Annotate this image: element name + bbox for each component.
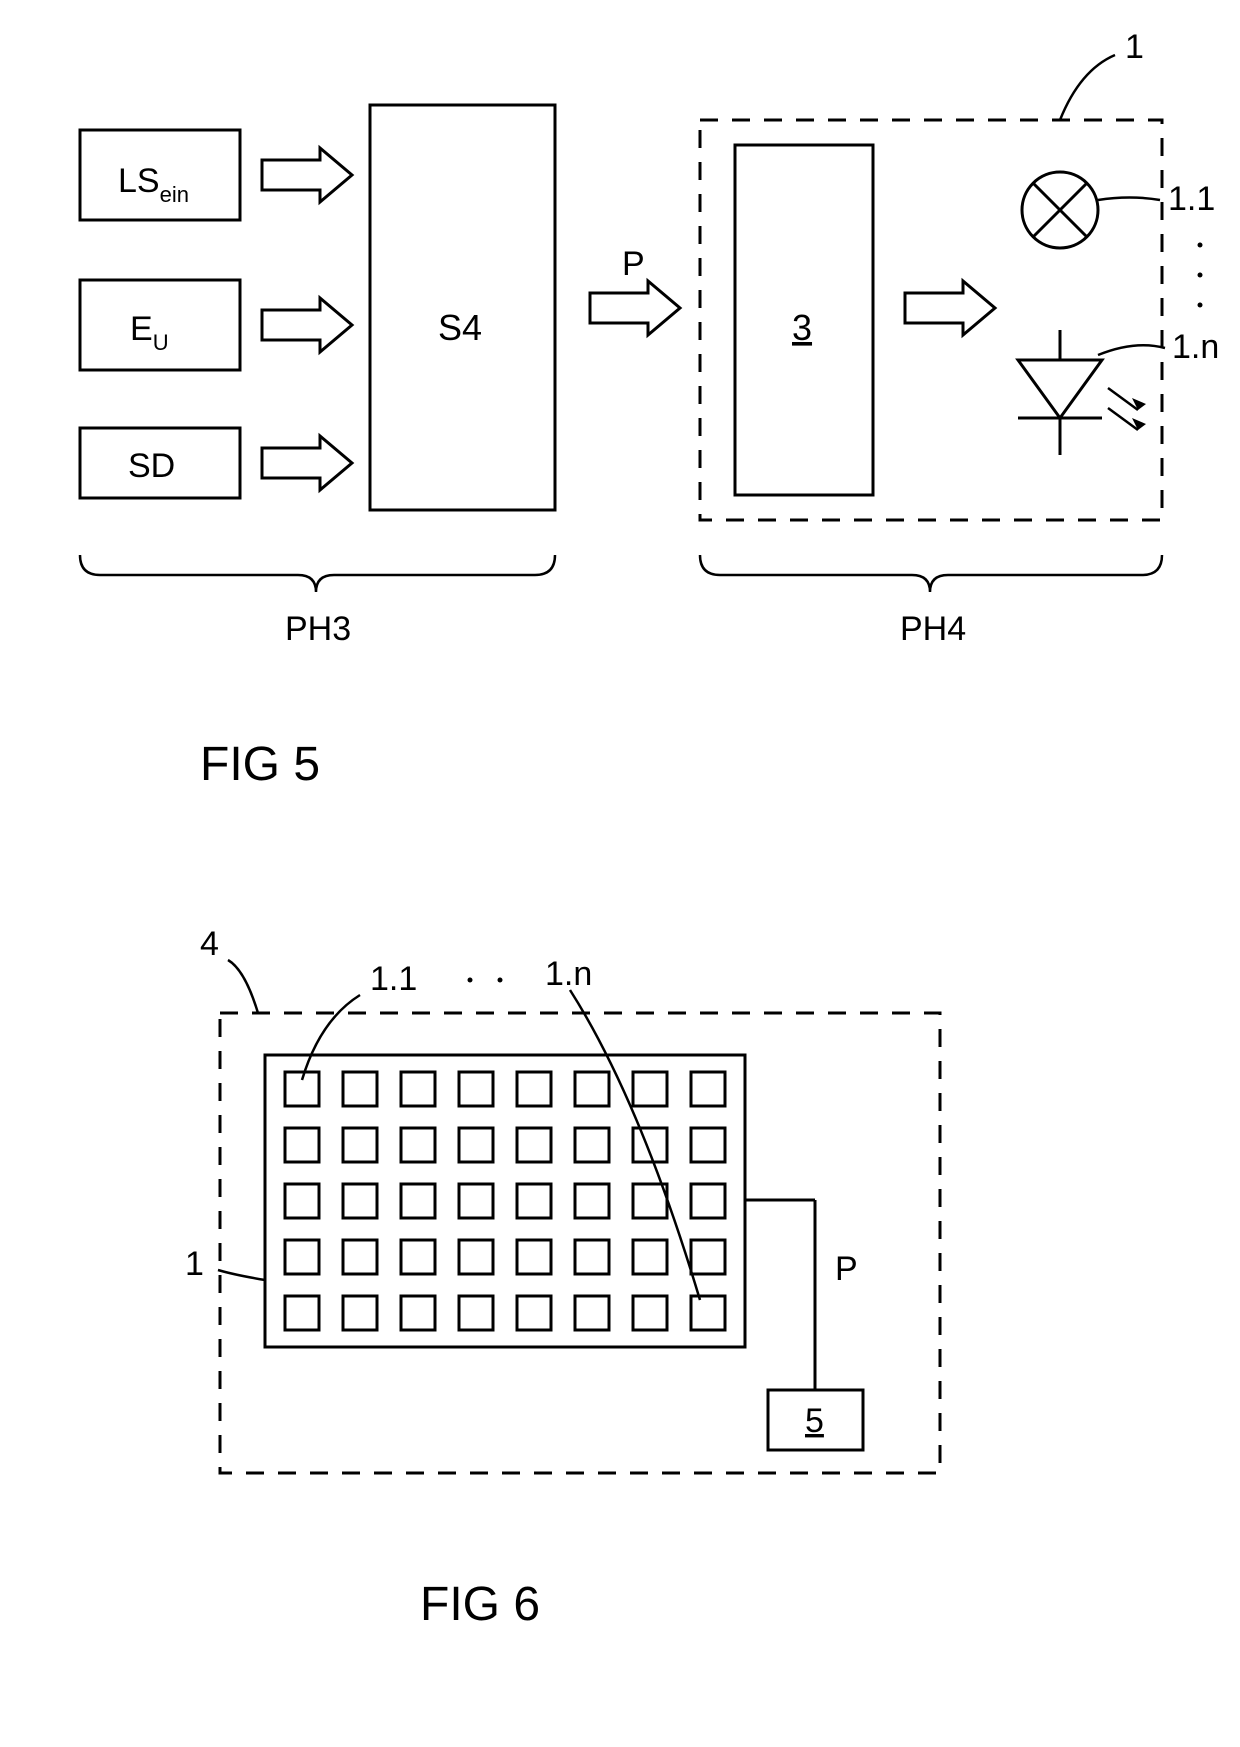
matrix-cell [517,1128,551,1162]
input-ls-sub: ein [160,182,189,207]
matrix-cells [285,1072,725,1330]
matrix-cell [459,1240,493,1274]
block-3-label: 3 [792,307,812,348]
container-1: 1 [700,28,1162,520]
matrix-cell [285,1184,319,1218]
matrix-cell [459,1128,493,1162]
connection-p: P [745,1200,858,1390]
matrix-cell [633,1296,667,1330]
input-sd-label: SD [128,447,175,485]
matrix-cell [343,1128,377,1162]
matrix-cell [343,1072,377,1106]
matrix-cell [691,1296,725,1330]
matrix-cell [517,1240,551,1274]
block-s4: S4 [370,105,555,510]
matrix-cell [459,1296,493,1330]
matrix-cell [459,1072,493,1106]
matrix-cell [517,1072,551,1106]
matrix-cell [633,1072,667,1106]
matrix-cell [517,1184,551,1218]
brace-ph4: PH4 [700,555,1162,648]
out-bot-label: 1.n [1172,328,1219,366]
matrix-cell [285,1240,319,1274]
matrix-1-label: 1 [185,1245,204,1283]
matrix-cell [459,1184,493,1218]
input-eu-sub: U [153,330,169,355]
input-eu-label: E [130,310,153,348]
matrix-cell [691,1184,725,1218]
fig6-title: FIG 6 [420,1578,540,1631]
leader-1n [570,990,700,1300]
matrix-cell [575,1296,609,1330]
cell-last-label: 1.n [545,955,592,993]
leader-11 [302,995,360,1080]
matrix-cell [575,1184,609,1218]
block-5-label: 5 [805,1402,824,1440]
arrow-sd-to-s4 [262,436,352,490]
arrow-ls-to-s4 [262,148,352,202]
input-sd: SD [80,428,240,498]
matrix-cell [343,1184,377,1218]
matrix-cell [401,1128,435,1162]
cell-first-label: 1.1 [370,960,417,998]
matrix-cell [575,1128,609,1162]
ph4-label: PH4 [900,610,966,648]
svg-text:EU: EU [130,310,169,355]
matrix-cell [343,1240,377,1274]
arrow-3-to-outputs [905,281,995,335]
matrix-cell [691,1128,725,1162]
matrix-cell [633,1184,667,1218]
container-4-label: 4 [200,925,219,963]
matrix-cell [401,1072,435,1106]
matrix-cell [343,1296,377,1330]
brace-ph3: PH3 [80,555,555,648]
matrix-cell [401,1240,435,1274]
led-icon: 1.n [1018,328,1219,455]
matrix-cell [285,1128,319,1162]
leader-1 [218,1270,265,1280]
ph3-label: PH3 [285,610,351,648]
out-top-label: 1.1 [1168,180,1215,218]
block-3: 3 [735,145,873,495]
dots-horizontal [468,978,503,983]
matrix-cell [691,1240,725,1274]
matrix-cell [575,1072,609,1106]
input-ls: LSein [80,130,240,220]
input-eu: EU [80,280,240,370]
svg-text:LSein: LSein [118,162,189,207]
arrow-s4-to-3: P [590,245,680,335]
matrix-cell [401,1296,435,1330]
matrix-cell [401,1184,435,1218]
input-ls-label: LS [118,162,160,200]
matrix-cell [633,1128,667,1162]
matrix-cell [691,1072,725,1106]
matrix-cell [285,1296,319,1330]
signal-p-fig6: P [835,1250,858,1288]
signal-p-label: P [622,245,645,283]
dots-vertical [1198,243,1203,308]
matrix-cell [633,1240,667,1274]
block-s4-label: S4 [438,307,482,348]
lamp-icon: 1.1 [1022,172,1215,248]
block-5: 5 [768,1390,863,1450]
container-1-label: 1 [1125,28,1144,66]
matrix-1 [265,1055,745,1347]
arrow-eu-to-s4 [262,298,352,352]
fig5-title: FIG 5 [200,738,320,791]
matrix-cell [575,1240,609,1274]
matrix-cell [517,1296,551,1330]
